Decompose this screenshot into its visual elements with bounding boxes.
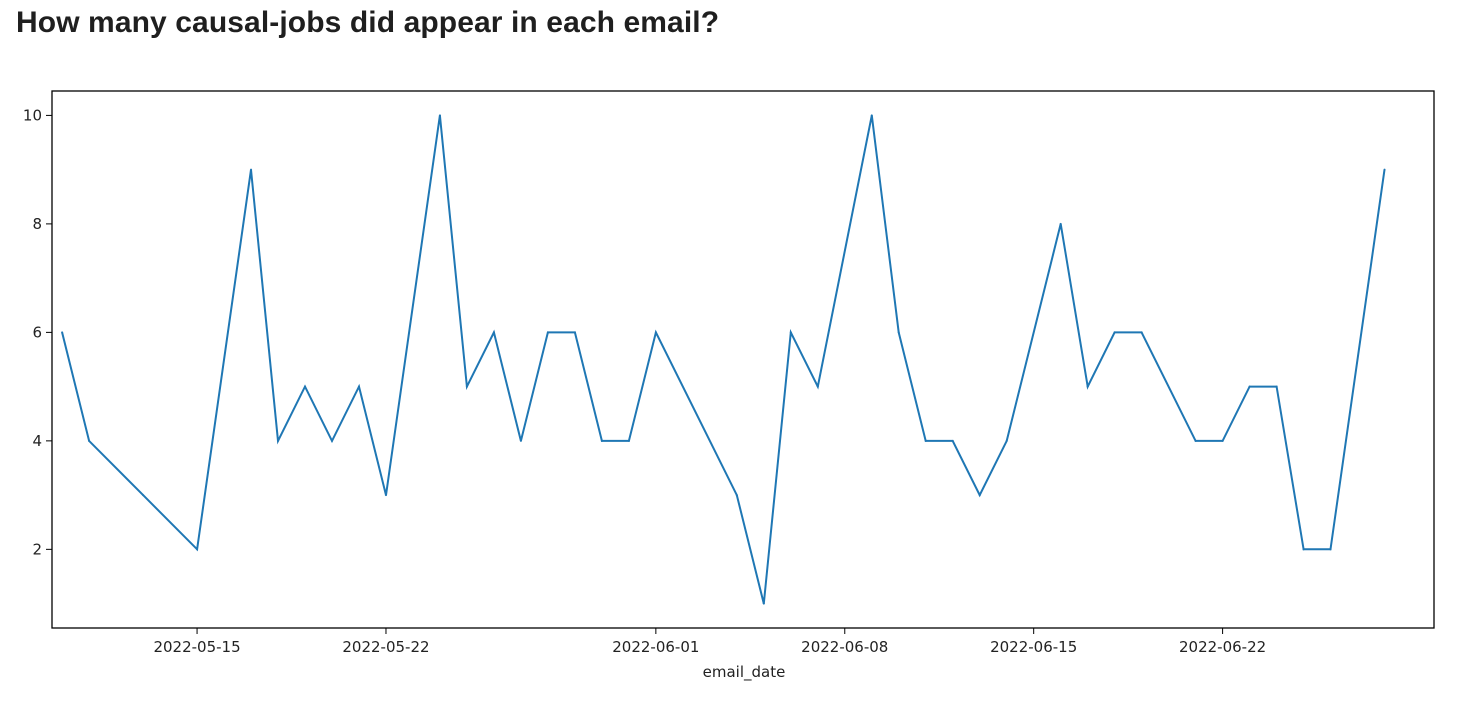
x-tick-label: 2022-06-22: [1179, 638, 1266, 656]
data-point: [142, 494, 145, 497]
y-tick-label: 4: [32, 432, 42, 450]
y-tick-label: 10: [23, 106, 42, 124]
y-tick-label: 8: [32, 215, 42, 233]
x-tick-label: 2022-06-15: [990, 638, 1077, 656]
data-point: [654, 331, 657, 334]
data-point: [492, 331, 495, 334]
data-point: [250, 168, 253, 171]
x-tick-label: 2022-06-01: [612, 638, 699, 656]
data-point: [573, 331, 576, 334]
plot-area-frame: [51, 90, 1435, 629]
y-tick-label: 2: [32, 540, 42, 558]
data-point: [330, 439, 333, 442]
data-point: [924, 439, 927, 442]
data-point: [1302, 548, 1305, 551]
data-point: [465, 385, 468, 388]
series-line: [61, 115, 1386, 604]
data-point: [1275, 385, 1278, 388]
data-point: [546, 331, 549, 334]
data-point: [951, 439, 954, 442]
x-tick-label: 2022-05-22: [342, 638, 429, 656]
data-point: [277, 439, 280, 442]
data-point: [1248, 385, 1251, 388]
data-point: [1140, 331, 1143, 334]
data-point: [61, 331, 64, 334]
data-point: [1383, 168, 1386, 171]
data-point: [357, 385, 360, 388]
data-point: [897, 331, 900, 334]
data-point: [1113, 331, 1116, 334]
data-point: [1194, 439, 1197, 442]
data-point: [1329, 548, 1332, 551]
data-point: [870, 114, 873, 117]
data-point: [1086, 385, 1089, 388]
series-points: [61, 114, 1386, 605]
data-point: [600, 439, 603, 442]
x-tick-label: 2022-05-15: [153, 638, 240, 656]
data-point: [1221, 439, 1224, 442]
x-axis-ticks: 2022-05-15 2022-05-22 2022-06-01 2022-06-08…: [153, 628, 1266, 656]
data-point: [88, 439, 91, 442]
data-point: [519, 439, 522, 442]
page-title: How many causal-jobs did appear in each …: [16, 6, 720, 39]
data-point: [816, 385, 819, 388]
data-point: [1005, 439, 1008, 442]
y-axis-ticks: 2 4 6 8 10: [23, 106, 52, 558]
data-point: [627, 439, 630, 442]
y-tick-label: 6: [32, 323, 42, 341]
x-tick-label: 2022-06-08: [801, 638, 888, 656]
data-point: [789, 331, 792, 334]
data-point: [304, 385, 307, 388]
data-point: [384, 494, 387, 497]
data-point: [762, 602, 765, 605]
data-point: [438, 114, 441, 117]
data-point: [978, 494, 981, 497]
x-axis-label: email_date: [703, 663, 786, 682]
data-point: [735, 494, 738, 497]
data-point: [1059, 222, 1062, 225]
data-point: [196, 548, 199, 551]
